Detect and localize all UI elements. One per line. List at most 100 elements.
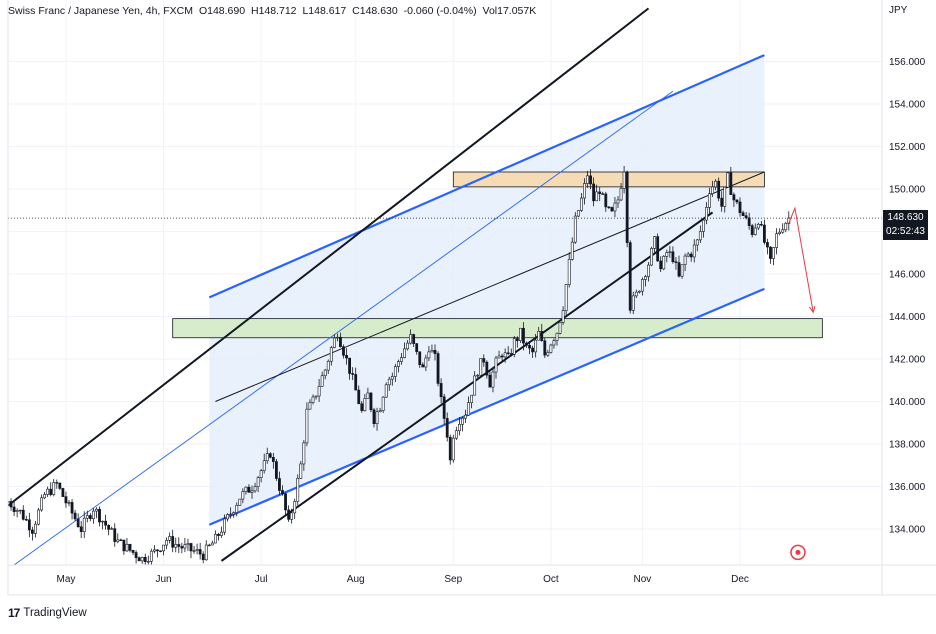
candle-up <box>464 414 467 419</box>
candle-down <box>79 526 83 532</box>
candle-down <box>500 355 504 358</box>
candle-down <box>442 396 446 419</box>
candle-down <box>143 557 147 563</box>
candle-down <box>64 496 68 504</box>
candle <box>552 338 556 349</box>
candle-up <box>427 351 431 359</box>
candle-down <box>357 389 361 405</box>
candle-up <box>567 259 571 285</box>
candle-up <box>146 561 150 563</box>
candle <box>253 482 257 493</box>
candle <box>378 407 382 413</box>
candle-down <box>439 383 443 398</box>
candle <box>70 499 74 520</box>
candle <box>146 555 150 565</box>
candle-up <box>250 490 254 493</box>
candle <box>24 515 28 522</box>
candle <box>674 256 678 270</box>
x-tick-label: Jun <box>155 574 171 585</box>
candle-up <box>579 197 583 211</box>
candle-down <box>281 490 284 495</box>
candle-up <box>479 358 483 376</box>
candle-up <box>332 337 336 348</box>
candle-up <box>314 395 318 398</box>
high-value: H148.712 <box>250 5 297 17</box>
candle <box>445 412 449 442</box>
candle-down <box>543 340 547 356</box>
channel-fill <box>209 55 765 525</box>
candle <box>583 178 586 205</box>
candle-up <box>18 509 22 512</box>
y-tick-label: 136.000 <box>889 482 926 493</box>
candle <box>226 513 230 522</box>
candle <box>409 329 413 345</box>
candle <box>586 170 589 188</box>
candle-up <box>491 371 495 388</box>
candle <box>461 416 464 432</box>
candle-up <box>409 334 413 344</box>
candle <box>659 256 663 273</box>
candle-down <box>604 193 608 208</box>
candle-up <box>711 186 714 194</box>
candle <box>448 434 452 465</box>
candle <box>357 385 361 405</box>
candle-down <box>741 212 745 217</box>
candle <box>348 357 352 380</box>
y-tick-label: 150.000 <box>889 185 926 196</box>
candle-up <box>168 536 172 541</box>
candle <box>418 351 422 369</box>
y-tick-label: 152.000 <box>889 142 926 153</box>
candle <box>467 396 470 416</box>
candle <box>479 358 483 376</box>
candle-up <box>662 256 666 270</box>
candle <box>12 500 16 516</box>
candle <box>217 532 220 541</box>
candle-up <box>305 408 309 444</box>
candle-down <box>348 357 352 374</box>
candle-down <box>189 543 193 552</box>
candle <box>204 540 208 561</box>
candle <box>76 513 80 528</box>
candle <box>131 549 135 556</box>
candle <box>729 166 733 195</box>
candle-up <box>235 505 239 513</box>
candle <box>256 475 260 493</box>
candle-up <box>772 247 775 259</box>
y-tick-label: 156.000 <box>889 57 926 68</box>
candle-up <box>400 357 403 362</box>
candle-down <box>119 539 123 541</box>
candle <box>714 179 718 191</box>
candle <box>369 392 373 413</box>
candle-up <box>366 392 370 399</box>
candle <box>485 360 489 379</box>
candle-up <box>183 544 187 549</box>
candle <box>171 529 175 553</box>
chart-legend: Swiss Franc / Japanese Yen, 4h, FXCM O14… <box>8 5 539 17</box>
candle-up <box>290 512 294 520</box>
candle-down <box>717 180 721 199</box>
volume-value: Vol17.057K <box>482 5 537 17</box>
candle <box>326 359 330 374</box>
candle-down <box>766 242 769 248</box>
candle <box>168 532 172 544</box>
candle-up <box>226 514 230 520</box>
support-zone <box>172 318 823 339</box>
candle <box>207 543 211 547</box>
candle <box>741 210 745 217</box>
candle <box>567 252 571 288</box>
candle-down <box>750 225 754 235</box>
candle <box>573 212 577 244</box>
candle-down <box>769 246 772 259</box>
low-value: L148.617 <box>302 5 347 17</box>
candle <box>723 186 727 213</box>
candle-up <box>451 437 455 461</box>
candle-up <box>92 510 95 519</box>
tradingview-logo[interactable]: 17 TradingView <box>8 606 87 620</box>
candle <box>756 222 760 230</box>
candle-up <box>622 171 626 189</box>
candle-up <box>476 374 480 377</box>
candle <box>778 228 782 236</box>
candle <box>595 184 599 202</box>
candle-up <box>637 290 641 293</box>
